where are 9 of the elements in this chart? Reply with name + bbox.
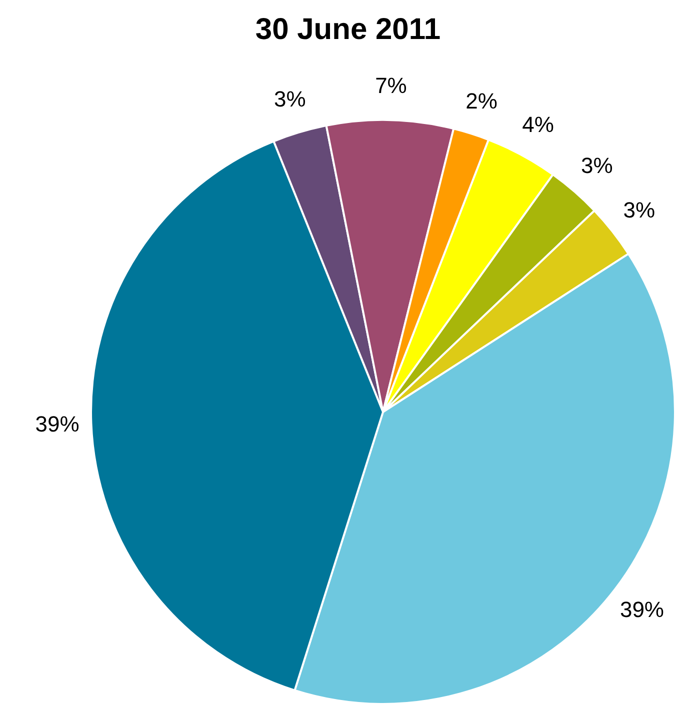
data-label: 3% — [274, 86, 306, 112]
data-label: 2% — [466, 88, 498, 114]
data-label: 39% — [620, 597, 664, 622]
data-label: 3% — [623, 197, 656, 222]
data-label: 39% — [35, 412, 80, 437]
data-label: 4% — [522, 112, 554, 138]
chart-title: 30 June 2011 — [255, 13, 441, 46]
data-label: 7% — [375, 73, 407, 98]
data-label: 3% — [580, 152, 613, 178]
